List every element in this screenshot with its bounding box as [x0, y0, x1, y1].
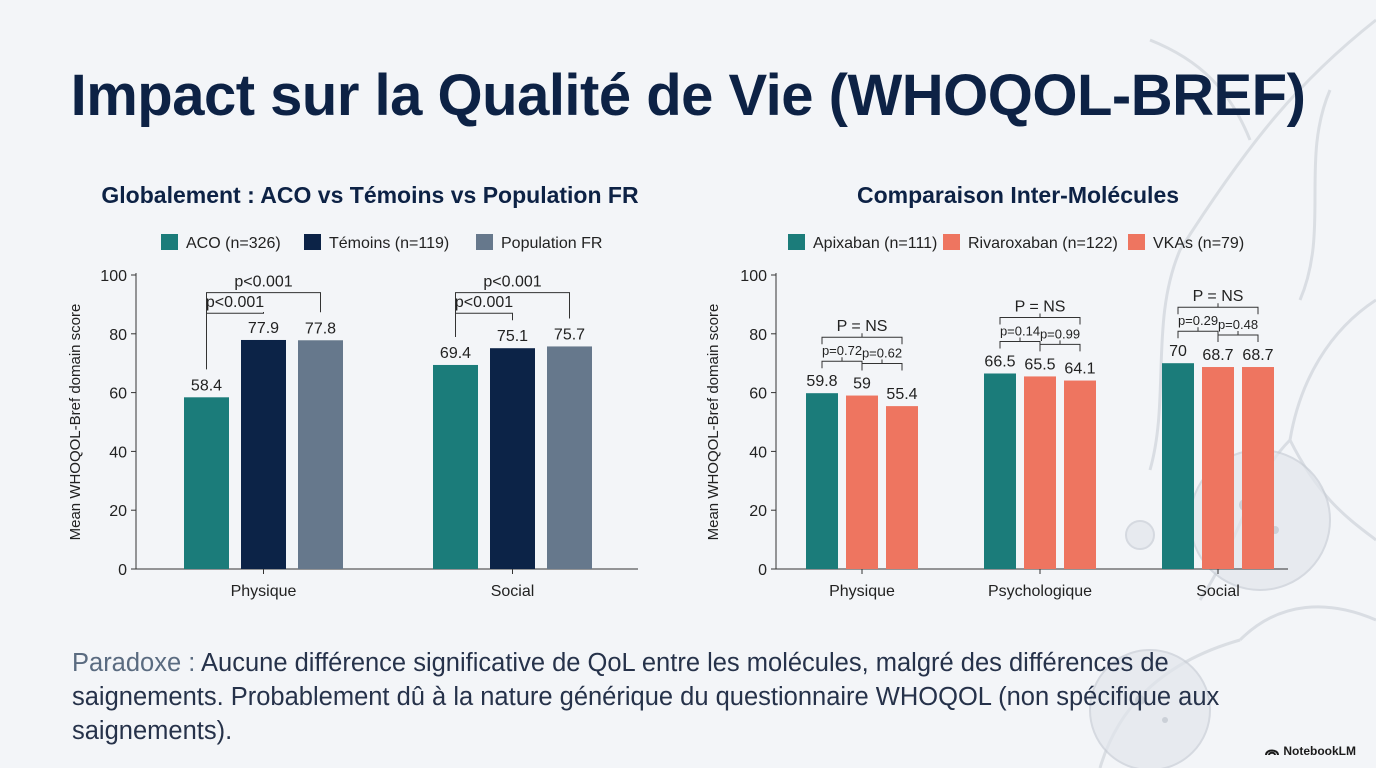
y-tick-label-1: 20 [749, 503, 767, 520]
legend-label-2: Population FR [501, 235, 602, 252]
significance-bracket-3 [999, 340, 1041, 349]
bar-value-label-1-0: 66.5 [984, 353, 1015, 370]
bar-value-label-0-1: 59 [853, 376, 871, 393]
bar-value-label-0-2: 55.4 [886, 386, 917, 403]
legend-swatch-1 [304, 234, 321, 250]
legend-swatch-2 [1128, 234, 1145, 250]
significance-bracket-7 [1217, 334, 1259, 343]
legend-label-1: Rivaroxaban (n=122) [968, 235, 1118, 252]
bar-2-2 [1242, 367, 1274, 569]
significance-bracket-6 [1177, 330, 1219, 339]
y-tick-label-0: 0 [118, 562, 127, 579]
y-axis-label: Mean WHOQOL-Bref domain score [705, 304, 722, 541]
y-tick-label-5: 100 [100, 268, 127, 285]
bar-1-2 [547, 346, 592, 569]
y-axis-label: Mean WHOQOL-Bref domain score [67, 304, 84, 541]
bar-value-label-2-0: 70 [1169, 343, 1187, 360]
bar-1-0 [433, 364, 478, 569]
significance-bracket-0 [821, 360, 863, 369]
brand-label: NotebookLM [1283, 744, 1356, 758]
y-tick-label-4: 80 [749, 327, 767, 344]
bar-value-label-2-1: 68.7 [1202, 347, 1233, 364]
bar-0-0 [184, 397, 229, 569]
bar-chart-molecules: Apixaban (n=111) Rivaroxaban (n=122) VKAs … [705, 234, 1288, 600]
footer-note: Paradoxe : Aucune différence significati… [72, 646, 1322, 748]
bar-value-label-1-1: 65.5 [1024, 356, 1055, 373]
legend-label-0: ACO (n=326) [186, 235, 281, 252]
brand: NotebookLM [1265, 744, 1356, 758]
bar-value-label-1-2: 75.7 [554, 326, 585, 343]
y-tick-label-4: 80 [109, 327, 127, 344]
y-tick-label-2: 40 [749, 444, 767, 461]
legend-label-1: Témoins (n=119) [329, 235, 449, 252]
y-tick-label-3: 60 [749, 386, 767, 403]
significance-label-3: p=0.14 [1000, 323, 1040, 338]
significance-label-4: p=0.99 [1040, 326, 1080, 341]
bar-0-1 [846, 395, 878, 569]
significance-bracket-1 [861, 363, 903, 371]
significance-bracket-8 [1177, 306, 1259, 315]
legend-label-2: VKAs (n=79) [1153, 235, 1244, 252]
x-tick-label-1: Social [491, 583, 535, 600]
significance-bracket-1 [206, 311, 264, 370]
bar-chart-global: ACO (n=326) Témoins (n=119) Population FR M… [67, 234, 638, 600]
bar-1-2 [1064, 380, 1096, 569]
y-tick-label-5: 100 [740, 268, 767, 285]
bar-value-label-1-1: 75.1 [497, 328, 528, 345]
bar-value-label-0-0: 58.4 [191, 377, 222, 394]
significance-bracket-3 [455, 312, 513, 337]
bar-1-1 [490, 348, 535, 569]
significance-label-0: p<0.001 [234, 274, 292, 291]
bar-0-2 [298, 340, 343, 569]
significance-label-8: P = NS [1193, 288, 1244, 305]
footer-text: Aucune différence significative de QoL e… [72, 649, 1220, 745]
bar-0-1 [241, 339, 286, 569]
bar-1-1 [1024, 376, 1056, 569]
y-tick-label-0: 0 [758, 562, 767, 579]
bar-value-label-0-2: 77.8 [305, 320, 336, 337]
x-tick-label-0: Physique [829, 583, 895, 600]
significance-label-2: p<0.001 [483, 274, 541, 291]
significance-label-2: P = NS [837, 318, 888, 335]
x-tick-label-0: Physique [231, 583, 297, 600]
bar-2-0 [1162, 363, 1194, 569]
significance-label-1: p<0.001 [206, 294, 264, 311]
notebooklm-logo-icon [1265, 749, 1280, 756]
chart-title-right: Comparaison Inter-Molécules [856, 182, 1180, 208]
significance-label-6: p=0.29 [1178, 313, 1218, 328]
page-title: Impact sur la Qualité de Vie (WHOQOL-BRE… [70, 63, 1306, 128]
legend-swatch-2 [476, 234, 493, 250]
significance-bracket-4 [1039, 343, 1081, 352]
significance-label-1: p=0.62 [862, 346, 902, 361]
legend-swatch-1 [943, 234, 960, 250]
significance-label-5: P = NS [1015, 298, 1066, 315]
x-tick-label-1: Psychologique [988, 583, 1092, 600]
bar-value-label-1-2: 64.1 [1064, 361, 1095, 378]
bar-value-label-0-1: 77.9 [248, 320, 279, 337]
bar-0-0 [806, 393, 838, 569]
y-tick-label-1: 20 [109, 503, 127, 520]
bar-0-2 [886, 406, 918, 569]
bar-2-1 [1202, 367, 1234, 569]
bar-value-label-0-0: 59.8 [806, 373, 837, 390]
legend-swatch-0 [161, 234, 178, 250]
bar-value-label-2-2: 68.7 [1242, 347, 1273, 364]
legend-swatch-0 [788, 234, 805, 250]
significance-label-3: p<0.001 [455, 294, 513, 311]
footer-lead: Paradoxe : [72, 649, 196, 677]
bar-1-0 [984, 373, 1016, 569]
significance-label-7: p=0.48 [1218, 317, 1258, 332]
y-tick-label-3: 60 [109, 386, 127, 403]
significance-label-0: p=0.72 [822, 343, 862, 358]
legend-label-0: Apixaban (n=111) [813, 235, 937, 252]
bar-value-label-1-0: 69.4 [440, 345, 471, 362]
x-tick-label-2: Social [1196, 583, 1240, 600]
chart-title-left: Globalement : ACO vs Témoins vs Populati… [101, 182, 639, 208]
y-tick-label-2: 40 [109, 444, 127, 461]
